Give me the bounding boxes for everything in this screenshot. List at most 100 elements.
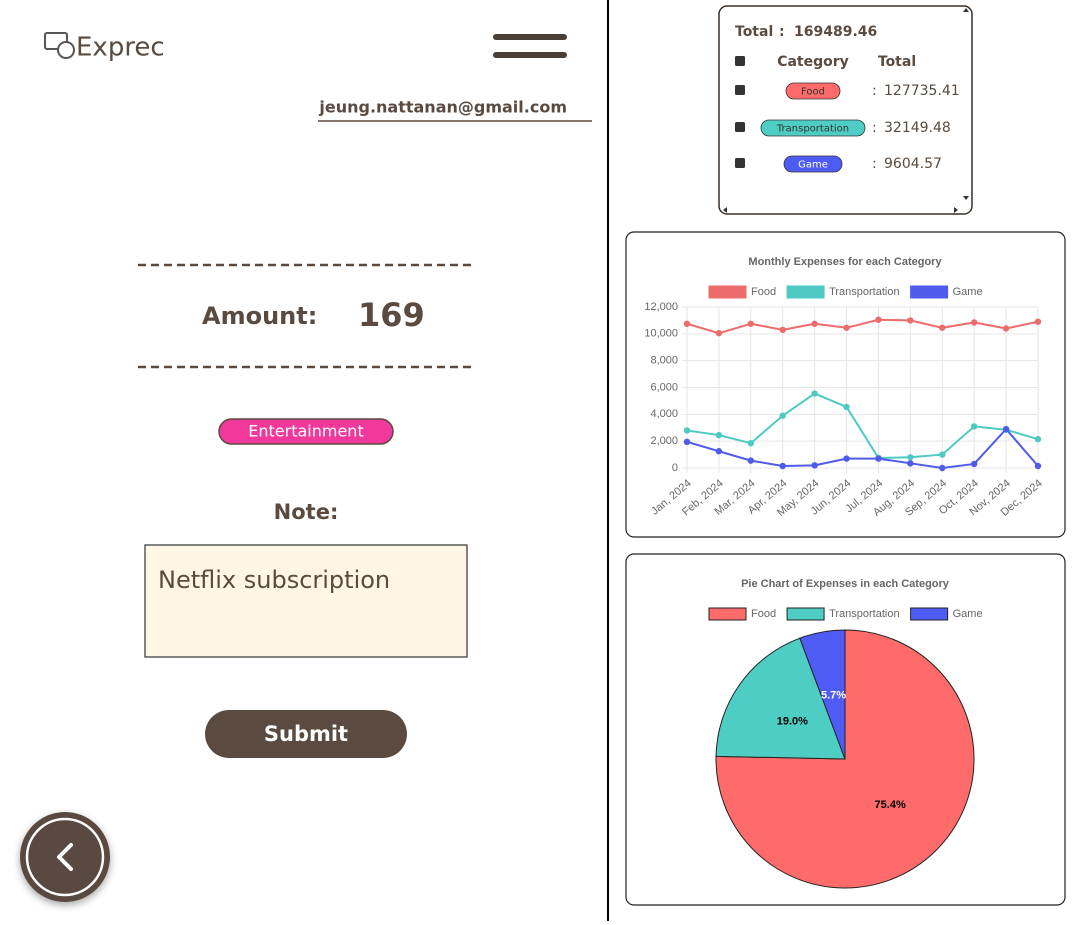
- menu-button[interactable]: [493, 34, 567, 58]
- category-name: Food: [801, 87, 825, 98]
- amount-value[interactable]: 169: [358, 296, 425, 334]
- separator: :: [872, 120, 877, 136]
- pie-label: 19.0%: [777, 716, 808, 728]
- data-point: [1002, 325, 1010, 332]
- category-pill: [785, 82, 841, 100]
- scroll-arrow[interactable]: [963, 196, 969, 200]
- back-bg: [20, 812, 110, 902]
- y-tick-label: 8,000: [650, 355, 678, 367]
- submit-button[interactable]: Submit: [205, 710, 407, 758]
- data-point: [907, 317, 914, 324]
- button-bg: [205, 710, 407, 758]
- back-icon: [57, 843, 73, 871]
- pie-slice: [715, 637, 846, 760]
- chart-title: Pie Chart of Expenses in each Category: [741, 578, 950, 590]
- data-point: [683, 438, 691, 446]
- data-point: [843, 324, 850, 331]
- data-point: [1034, 435, 1042, 443]
- y-tick-label: 12,000: [644, 301, 678, 313]
- data-point: [875, 316, 882, 323]
- data-point: [779, 326, 786, 334]
- data-point: [939, 464, 946, 472]
- category-total: 32149.48: [884, 120, 951, 136]
- legend-swatch: [786, 607, 825, 621]
- y-tick-label: 2,000: [650, 435, 678, 447]
- data-point: [843, 455, 850, 462]
- checkbox[interactable]: [735, 56, 745, 66]
- legend-swatch: [708, 285, 747, 299]
- category-name: Game: [798, 160, 828, 171]
- data-point: [747, 439, 755, 447]
- legend-label: Game: [953, 286, 983, 298]
- y-tick-label: 4,000: [650, 408, 678, 420]
- back-ring: [25, 817, 105, 897]
- note-box: [144, 544, 468, 658]
- logo[interactable]: Exprec: [44, 32, 165, 63]
- note-label: Note:: [274, 500, 339, 524]
- category-total: 9604.57: [884, 156, 942, 172]
- separator: :: [779, 24, 785, 40]
- data-point: [1034, 318, 1042, 325]
- logo-text: Exprec: [76, 33, 165, 63]
- data-point: [875, 455, 882, 462]
- summary-panel: Total : 169489.46 Category Total Food : …: [718, 5, 973, 215]
- checkbox[interactable]: [735, 85, 745, 95]
- back-button[interactable]: [20, 812, 110, 902]
- logo-coin: [57, 41, 75, 59]
- column-header: Category: [777, 54, 849, 70]
- total-value: 169489.46: [794, 24, 877, 40]
- pill-text: Entertainment: [248, 422, 363, 441]
- line-series: [686, 427, 1039, 470]
- category-pill: [760, 119, 866, 137]
- scroll-arrow[interactable]: [963, 8, 969, 12]
- button-text: Submit: [264, 722, 348, 746]
- note-text: Netflix subscription: [158, 566, 390, 594]
- category-pill[interactable]: Entertainment: [218, 418, 394, 445]
- data-point: [683, 427, 691, 434]
- data-point: [811, 462, 818, 469]
- column-header: Total: [878, 54, 916, 70]
- note-input[interactable]: Netflix subscription: [144, 544, 468, 658]
- data-point: [811, 320, 818, 327]
- summary-box: [718, 5, 973, 215]
- legend-swatch: [910, 285, 949, 299]
- data-point: [747, 320, 755, 327]
- line-chart-card: [625, 231, 1066, 538]
- legend-label: Transportation: [829, 286, 900, 298]
- menu-bar: [493, 52, 567, 58]
- data-point: [1034, 462, 1042, 470]
- category-name: Transportation: [776, 124, 849, 135]
- pie-label: 75.4%: [875, 799, 906, 811]
- data-point: [715, 431, 723, 439]
- data-point: [715, 448, 723, 455]
- total-label: Total: [735, 24, 773, 40]
- pill-bg: [218, 418, 394, 445]
- user-email: jeung.nattanan@gmail.com: [318, 98, 567, 117]
- data-point: [779, 412, 786, 419]
- data-point: [907, 460, 914, 467]
- data-point: [779, 462, 786, 470]
- data-point: [970, 319, 978, 326]
- legend-label: Game: [953, 608, 983, 620]
- scroll-arrow[interactable]: [723, 207, 727, 213]
- y-tick-label: 0: [672, 462, 678, 474]
- legend-label: Transportation: [829, 608, 900, 620]
- data-point: [970, 423, 978, 430]
- pie-label: 5.7%: [821, 689, 846, 701]
- legend-swatch: [910, 607, 949, 621]
- y-tick-label: 6,000: [650, 381, 678, 393]
- separator: :: [872, 83, 877, 99]
- checkbox[interactable]: [735, 122, 745, 132]
- data-point: [1002, 425, 1010, 433]
- legend-label: Food: [751, 286, 776, 298]
- logo-icon: [44, 32, 68, 50]
- data-point: [811, 390, 818, 397]
- checkbox[interactable]: [735, 158, 745, 168]
- data-point: [907, 454, 914, 461]
- data-point: [939, 324, 946, 331]
- scroll-arrow[interactable]: [954, 207, 958, 213]
- data-point: [970, 460, 978, 468]
- y-tick-label: 10,000: [644, 328, 678, 340]
